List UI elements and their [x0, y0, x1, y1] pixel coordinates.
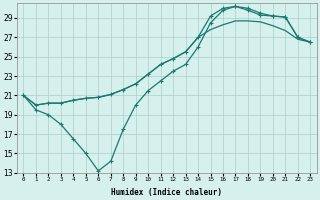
X-axis label: Humidex (Indice chaleur): Humidex (Indice chaleur) [111, 188, 222, 197]
